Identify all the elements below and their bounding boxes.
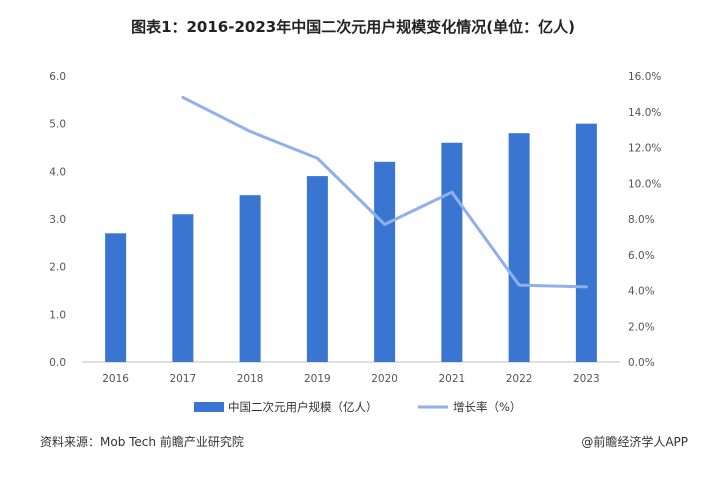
y-right-tick-label: 6.0% (628, 250, 655, 262)
legend-label-line: 增长率（%） (453, 400, 521, 414)
y-left-tick-label: 2.0 (49, 262, 66, 274)
legend: 中国二次元用户规模（亿人） 增长率（%） (194, 400, 521, 414)
y-left-tick-label: 6.0 (49, 71, 66, 83)
x-tick-label: 2016 (102, 373, 129, 385)
x-tick-label: 2018 (237, 373, 264, 385)
y-right-tick-label: 2.0% (628, 321, 655, 333)
bar (306, 176, 328, 362)
bar (575, 123, 597, 363)
x-tick-label: 2020 (371, 373, 398, 385)
axes: 0.0 1.0 2.0 3.0 4.0 5.0 6.0 0.0% 2.0% 4.0% 6.0% 8.0… (49, 71, 661, 385)
bar (172, 214, 194, 362)
y-right-tick-label: 10.0% (628, 178, 661, 190)
y-right-tick-label: 8.0% (628, 214, 655, 226)
line-point (248, 130, 252, 133)
line-point (383, 223, 386, 226)
bar (441, 142, 463, 362)
x-tick-label: 2017 (170, 373, 197, 385)
y-left-tick-label: 5.0 (49, 119, 66, 131)
y-left-tick-label: 1.0 (49, 309, 66, 321)
y-right-tick-label: 4.0% (628, 286, 655, 298)
y-left-tick-label: 0.0 (49, 357, 66, 369)
x-tick-label: 2023 (573, 373, 600, 385)
bar-series (105, 123, 597, 363)
x-tick-label: 2022 (506, 373, 533, 385)
line-point (181, 96, 185, 99)
source-note: 资料来源：Mob Tech 前瞻产业研究院 (40, 435, 244, 449)
y-right-tick-label: 16.0% (628, 71, 661, 83)
y-left-tick-label: 3.0 (49, 214, 66, 226)
line-point (316, 157, 319, 160)
bar (508, 133, 530, 362)
chart-title: 图表1：2016-2023年中国二次元用户规模变化情况(单位：亿人) (131, 18, 575, 36)
brand-note: @前瞻经济学人APP (581, 435, 688, 449)
line-point (585, 285, 588, 289)
line-point (517, 283, 521, 287)
y-right-tick-label: 0.0% (628, 357, 655, 369)
line-series (181, 95, 588, 289)
legend-label-bar: 中国二次元用户规模（亿人） (228, 400, 378, 414)
bar (374, 161, 396, 362)
x-tick-label: 2021 (439, 373, 466, 385)
y-right-tick-label: 14.0% (628, 107, 661, 119)
y-left-tick-label: 4.0 (49, 166, 66, 178)
x-tick-label: 2019 (304, 373, 331, 385)
bar (239, 195, 261, 362)
y-right-tick-label: 12.0% (628, 143, 661, 155)
legend-swatch-bar (194, 402, 224, 412)
bar (105, 233, 127, 362)
line-point (450, 190, 454, 194)
